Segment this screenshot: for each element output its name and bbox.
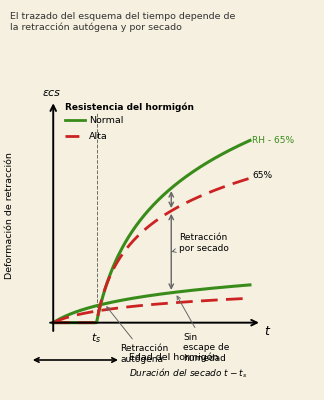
Text: Retracción
por secado: Retracción por secado (172, 233, 229, 253)
Text: El trazado del esquema del tiempo depende de
la retracción autógena y por secado: El trazado del esquema del tiempo depend… (10, 12, 235, 32)
Text: $Duración\ del\ secado\ t-t_s$: $Duración\ del\ secado\ t-t_s$ (129, 366, 247, 380)
Text: Edad del hormigón: Edad del hormigón (129, 352, 219, 362)
Text: Normal: Normal (89, 116, 123, 125)
Text: εcs: εcs (42, 88, 60, 98)
Text: Deformación de retracción: Deformación de retracción (5, 152, 14, 280)
Text: t: t (264, 325, 269, 338)
Text: Alta: Alta (89, 132, 107, 140)
Text: 65%: 65% (252, 172, 272, 180)
Text: Retracción
autógena: Retracción autógena (107, 307, 168, 364)
Text: $t_s$: $t_s$ (91, 332, 102, 345)
Text: Resistencia del hormigón: Resistencia del hormigón (65, 102, 194, 112)
Text: RH - 65%: RH - 65% (252, 136, 294, 145)
Text: Sin
escape de
humedad: Sin escape de humedad (177, 296, 229, 362)
